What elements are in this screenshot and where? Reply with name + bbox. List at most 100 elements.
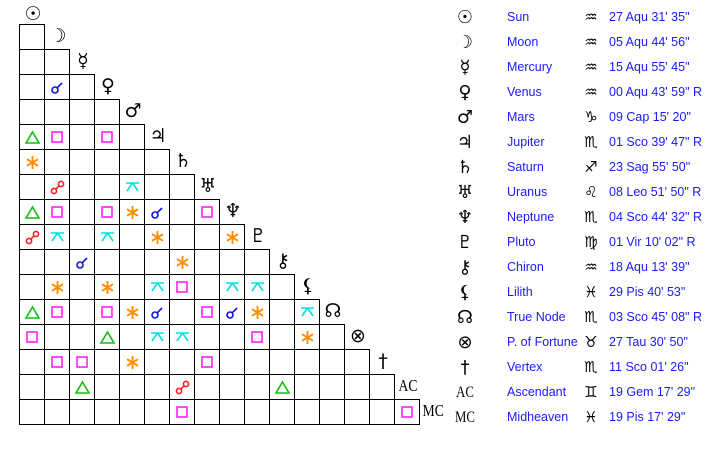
neptune-icon: ♆ <box>456 207 474 228</box>
grid-cell-lilith-mars <box>119 274 145 300</box>
grid-cell-true-node-chiron <box>269 299 295 325</box>
venus-icon: ♀ <box>101 75 115 97</box>
body-name: Sun <box>507 10 530 24</box>
grid-cell-saturn-mars <box>119 149 145 175</box>
grid-cell-chiron-venus <box>94 249 120 275</box>
grid-cell-lilith-pluto <box>244 274 270 300</box>
jupiter-icon: ♃ <box>149 125 167 147</box>
grid-cell-uranus-venus <box>94 174 120 200</box>
grid-cell-vertex-chiron <box>269 349 295 375</box>
body-position: 19 Gem 17' 29" <box>609 385 696 399</box>
body-name: Moon <box>507 35 539 49</box>
zodiac-sign-icon: ♉ <box>584 333 598 351</box>
grid-cell-chiron-saturn <box>169 249 195 275</box>
grid-cell-ascendant-pluto <box>244 374 270 400</box>
grid-cell-pluto-uranus <box>194 224 220 250</box>
grid-cell-midheaven-jupiter <box>144 399 170 425</box>
grid-cell-midheaven-saturn <box>169 399 195 425</box>
body-position: 23 Sag 55' 50" <box>609 160 691 174</box>
grid-cell-chiron-mercury <box>69 249 95 275</box>
vertex-icon: † <box>378 350 388 372</box>
grid-cell-vertex-sun <box>19 349 45 375</box>
grid-cell-lilith-neptune <box>219 274 245 300</box>
grid-cell-true-node-uranus <box>194 299 220 325</box>
grid-cell-vertex-jupiter <box>144 349 170 375</box>
grid-cell-pluto-venus <box>94 224 120 250</box>
grid-cell-neptune-moon <box>44 199 70 225</box>
grid-cell-vertex-moon <box>44 349 70 375</box>
grid-cell-chiron-jupiter <box>144 249 170 275</box>
grid-cell-pluto-moon <box>44 224 70 250</box>
body-name: Lilith <box>507 285 533 299</box>
grid-cell-pluto-sun <box>19 224 45 250</box>
mars-icon: ♂ <box>124 100 142 122</box>
grid-cell-true-node-moon <box>44 299 70 325</box>
grid-cell-true-node-lilith <box>294 299 320 325</box>
position-row: ⊗ P. of Fortune ♉ 27 Tau 30' 50" <box>452 330 705 355</box>
body-position: 04 Sco 44' 32" R <box>609 210 702 224</box>
lilith-icon: ⚸ <box>301 275 315 297</box>
position-row: ☊ True Node ♏ 03 Sco 45' 08" R <box>452 305 705 330</box>
moon-icon: ☽ <box>49 25 67 47</box>
grid-cell-ascendant-sun <box>19 374 45 400</box>
true-node-icon: ☊ <box>457 307 473 328</box>
grid-cell-midheaven-chiron <box>269 399 295 425</box>
zodiac-sign-icon: ♏ <box>584 358 598 376</box>
mercury-icon: ☿ <box>459 57 471 78</box>
grid-cell-ascendant-mercury <box>69 374 95 400</box>
grid-cell-ascendant-moon <box>44 374 70 400</box>
grid-cell-lilith-chiron <box>269 274 295 300</box>
grid-cell-midheaven-moon <box>44 399 70 425</box>
grid-cell-ascendant-true-node <box>319 374 345 400</box>
grid-cell-true-node-saturn <box>169 299 195 325</box>
grid-cell-venus-moon <box>44 74 70 100</box>
grid-cell-midheaven-true-node <box>319 399 345 425</box>
body-name: True Node <box>507 310 566 324</box>
body-name: Midheaven <box>507 410 569 424</box>
uranus-icon: ♅ <box>456 182 474 203</box>
position-row: ♄ Saturn ♐ 23 Sag 55' 50" <box>452 155 705 180</box>
grid-cell-vertex-neptune <box>219 349 245 375</box>
grid-cell-midheaven-mercury <box>69 399 95 425</box>
grid-cell-midheaven-venus <box>94 399 120 425</box>
zodiac-sign-icon: ♓ <box>584 283 598 301</box>
grid-cell-uranus-saturn <box>169 174 195 200</box>
grid-cell-midheaven-part-of-fortune <box>344 399 370 425</box>
grid-cell-vertex-true-node <box>319 349 345 375</box>
grid-cell-chiron-uranus <box>194 249 220 275</box>
grid-cell-ascendant-mars <box>119 374 145 400</box>
grid-cell-lilith-mercury <box>69 274 95 300</box>
grid-cell-midheaven-sun <box>19 399 45 425</box>
body-position: 27 Aqu 31' 35" <box>609 10 690 24</box>
grid-cell-part-of-fortune-pluto <box>244 324 270 350</box>
grid-cell-lilith-moon <box>44 274 70 300</box>
body-name: P. of Fortune <box>507 335 578 349</box>
zodiac-sign-icon: ♐ <box>584 158 598 176</box>
grid-cell-true-node-venus <box>94 299 120 325</box>
grid-cell-venus-sun <box>19 74 45 100</box>
grid-cell-chiron-moon <box>44 249 70 275</box>
position-row: ♆ Neptune ♏ 04 Sco 44' 32" R <box>452 205 705 230</box>
grid-cell-part-of-fortune-jupiter <box>144 324 170 350</box>
grid-cell-chiron-sun <box>19 249 45 275</box>
chiron-icon: ⚷ <box>276 250 290 272</box>
jupiter-icon: ♃ <box>456 132 474 153</box>
grid-cell-vertex-lilith <box>294 349 320 375</box>
grid-cell-ascendant-venus <box>94 374 120 400</box>
position-row: ☉ Sun ♒ 27 Aqu 31' 35" <box>452 5 705 30</box>
zodiac-sign-icon: ♊ <box>584 383 598 401</box>
grid-cell-part-of-fortune-mercury <box>69 324 95 350</box>
body-name: Uranus <box>507 185 548 199</box>
grid-cell-lilith-venus <box>94 274 120 300</box>
position-row: ♃ Jupiter ♏ 01 Sco 39' 47" R <box>452 130 705 155</box>
sun-icon: ☉ <box>24 3 42 25</box>
neptune-icon: ♆ <box>224 200 242 222</box>
grid-cell-jupiter-mars <box>119 124 145 150</box>
body-name: Mars <box>507 110 535 124</box>
grid-cell-ascendant-jupiter <box>144 374 170 400</box>
grid-cell-jupiter-venus <box>94 124 120 150</box>
grid-cell-neptune-venus <box>94 199 120 225</box>
grid-cell-part-of-fortune-venus <box>94 324 120 350</box>
position-row: ☿ Mercury ♒ 15 Aqu 55' 45" <box>452 55 705 80</box>
grid-cell-jupiter-sun <box>19 124 45 150</box>
